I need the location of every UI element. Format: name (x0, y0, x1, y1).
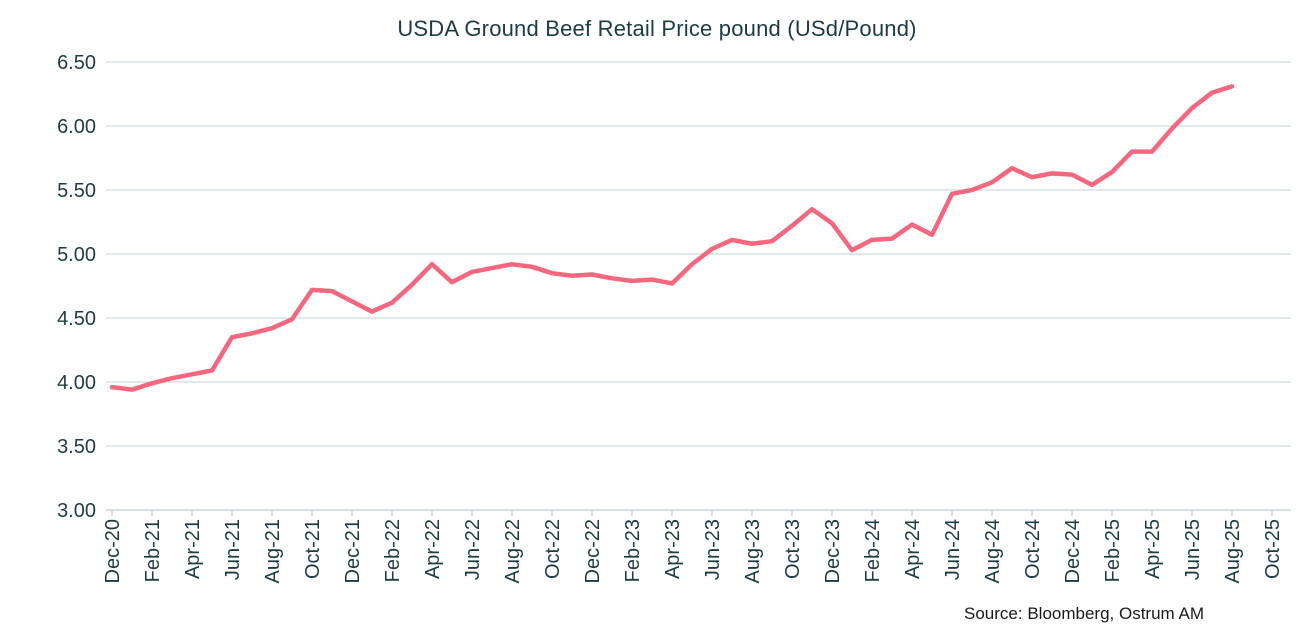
x-tick-label: Aug-21 (262, 519, 284, 584)
x-tick-label: Apr-21 (182, 519, 204, 579)
x-tick-label: Dec-24 (1062, 519, 1084, 583)
y-tick-label: 4.50 (57, 308, 96, 330)
x-tick-label: Oct-23 (782, 519, 804, 579)
x-tick-label: Jun-21 (222, 519, 244, 580)
x-tick-label: Feb-24 (862, 519, 884, 582)
y-tick-label: 6.00 (57, 116, 96, 138)
y-tick-label: 4.00 (57, 372, 96, 394)
x-tick-label: Jun-23 (702, 519, 724, 580)
x-tick-label: Apr-22 (422, 519, 444, 579)
x-tick-label: Apr-24 (902, 519, 924, 579)
x-tick-label: Dec-23 (822, 519, 844, 583)
x-tick-label: Oct-21 (302, 519, 324, 579)
x-tick-label: Apr-23 (662, 519, 684, 579)
y-tick-label: 3.00 (57, 500, 96, 522)
y-tick-label: 3.50 (57, 436, 96, 458)
x-tick-label: Jun-24 (942, 519, 964, 580)
source-caption: Source: Bloomberg, Ostrum AM (964, 604, 1204, 623)
y-tick-label: 6.50 (57, 52, 96, 74)
x-tick-label: Aug-22 (502, 519, 524, 584)
x-tick-label: Aug-25 (1222, 519, 1244, 584)
y-tick-label: 5.00 (57, 244, 96, 266)
x-tick-label: Aug-23 (742, 519, 764, 584)
y-tick-label: 5.50 (57, 180, 96, 202)
x-tick-label: Dec-20 (102, 519, 124, 583)
x-tick-label: Feb-22 (382, 519, 404, 582)
x-tick-label: Feb-21 (142, 519, 164, 582)
price-series-line (109, 84, 1235, 392)
x-tick-label: Oct-25 (1262, 519, 1284, 579)
x-tick-label: Jun-25 (1182, 519, 1204, 580)
x-tick-label: Feb-23 (622, 519, 644, 582)
x-tick-label: Aug-24 (982, 519, 1004, 584)
x-tick-label: Dec-21 (342, 519, 364, 583)
x-tick-label: Feb-25 (1102, 519, 1124, 582)
x-tick-label: Apr-25 (1142, 519, 1164, 579)
x-tick-label: Dec-22 (582, 519, 604, 583)
chart-title: USDA Ground Beef Retail Price pound (USd… (397, 16, 917, 41)
x-tick-label: Oct-22 (542, 519, 564, 579)
x-tick-label: Oct-24 (1022, 519, 1044, 579)
x-tick-label: Jun-22 (462, 519, 484, 580)
